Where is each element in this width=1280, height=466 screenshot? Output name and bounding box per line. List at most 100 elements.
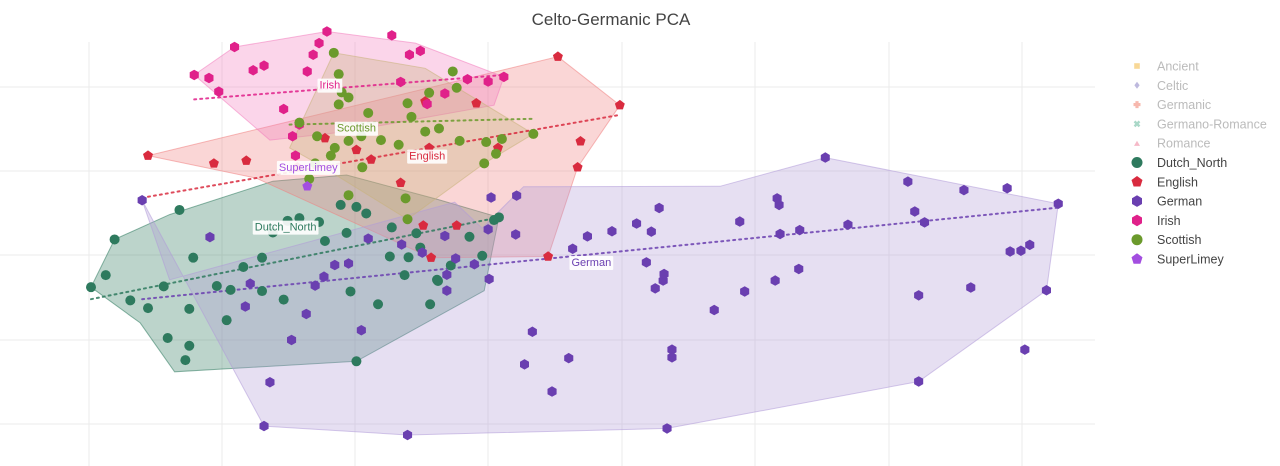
legend-label-celtic: Celtic <box>1157 79 1188 93</box>
legend-item-germanic[interactable]: Germanic <box>1133 98 1212 112</box>
trend-line-irish <box>193 73 505 101</box>
point-german-50 <box>795 224 805 236</box>
series-english <box>143 51 625 262</box>
point-dutch-north-30 <box>278 294 289 305</box>
cluster-label-text: Irish <box>319 80 340 92</box>
point-irish-6 <box>302 66 312 77</box>
point-german-15 <box>403 429 413 441</box>
point-dutch-north-9 <box>184 340 195 351</box>
point-scottish-24 <box>528 128 539 139</box>
point-scottish-26 <box>304 173 315 184</box>
legend-label-germano-romance: Germano-Romance <box>1157 117 1267 131</box>
point-english-1 <box>208 158 219 168</box>
cluster-label-text: German <box>571 257 611 269</box>
point-german-4 <box>259 420 269 432</box>
legend-item-dutch-north[interactable]: Dutch_North <box>1131 156 1228 170</box>
convex-hulls <box>90 30 1059 436</box>
point-german-30 <box>564 352 574 364</box>
cluster-label-text: English <box>409 151 445 163</box>
point-scottish-10 <box>333 99 344 110</box>
point-dutch-north-15 <box>238 261 249 272</box>
cluster-label-bg <box>276 160 341 175</box>
point-dutch-north-41 <box>425 299 436 310</box>
point-scottish-0 <box>328 47 339 58</box>
point-english-7 <box>395 177 406 187</box>
point-german-24 <box>511 229 521 240</box>
point-german-35 <box>646 226 656 237</box>
point-scottish-23 <box>496 133 507 144</box>
point-irish-20 <box>290 150 300 161</box>
point-irish-4 <box>248 65 258 76</box>
point-dutch-north-11 <box>188 252 199 263</box>
legend[interactable]: Ancient Celtic Germanic Germano-Romance Roma… <box>1131 60 1267 267</box>
point-german-17 <box>442 285 452 296</box>
legend-marker-romance <box>1134 140 1140 146</box>
point-german-49 <box>775 228 785 240</box>
point-scottish-27 <box>343 190 354 201</box>
point-english-17 <box>575 136 586 146</box>
point-dutch-north-1 <box>100 270 111 281</box>
point-scottish-9 <box>451 82 462 93</box>
point-english-6 <box>366 154 377 164</box>
point-dutch-north-26 <box>361 208 372 219</box>
legend-item-superlimey[interactable]: SuperLimey <box>1131 253 1225 267</box>
legend-item-english[interactable]: English <box>1131 175 1199 189</box>
point-german-68 <box>794 263 804 275</box>
legend-marker-ancient <box>1134 63 1140 69</box>
point-german-64 <box>1053 198 1063 209</box>
hull-german <box>141 157 1059 436</box>
point-irish-18 <box>499 71 509 83</box>
legend-item-irish[interactable]: Irish <box>1132 214 1181 228</box>
point-german-36 <box>641 257 651 268</box>
point-dutch-north-42 <box>384 251 395 262</box>
legend-item-ancient[interactable]: Ancient <box>1134 60 1199 74</box>
point-german-7 <box>301 308 311 320</box>
point-german-59 <box>1002 183 1012 194</box>
point-german-42 <box>650 283 660 294</box>
point-german-52 <box>843 219 853 230</box>
legend-marker-superlimey <box>1131 253 1143 264</box>
point-irish-0 <box>189 69 199 81</box>
point-german-62 <box>1041 285 1051 296</box>
point-dutch-north-29 <box>319 236 330 246</box>
cluster-label-bg <box>407 149 448 164</box>
point-german-25 <box>520 359 529 370</box>
cluster-labels: Dutch_North English German Irish Scottish Sup… <box>252 78 614 270</box>
legend-label-superlimey: SuperLimey <box>1157 253 1224 267</box>
point-german-57 <box>920 217 930 228</box>
point-scottish-32 <box>400 193 411 204</box>
point-english-14 <box>426 252 437 262</box>
point-german-23 <box>486 192 496 203</box>
point-dutch-north-21 <box>341 227 352 238</box>
point-german-1 <box>205 231 215 243</box>
point-scottish-20 <box>454 135 465 146</box>
legend-marker-irish <box>1132 214 1142 227</box>
legend-marker-dutch-north <box>1131 157 1143 168</box>
point-german-66 <box>966 282 976 293</box>
legend-item-romance[interactable]: Romance <box>1134 137 1211 151</box>
point-german-26 <box>484 273 494 285</box>
point-german-61 <box>1016 245 1026 256</box>
point-dutch-north-4 <box>174 204 185 215</box>
legend-item-scottish[interactable]: Scottish <box>1131 233 1202 247</box>
point-dutch-north-19 <box>294 213 305 224</box>
legend-item-germano-romance[interactable]: Germano-Romance <box>1132 117 1267 131</box>
point-english-8 <box>418 220 429 230</box>
point-dutch-north-24 <box>403 252 414 263</box>
point-german-32 <box>582 231 592 242</box>
cluster-label-text: Scottish <box>337 123 376 135</box>
point-german-10 <box>330 259 340 271</box>
point-german-37 <box>654 202 664 214</box>
hull-dutch-north <box>90 174 500 373</box>
legend-item-german[interactable]: German <box>1132 195 1202 209</box>
legend-item-celtic[interactable]: Celtic <box>1134 79 1188 93</box>
point-scottish-4 <box>363 107 374 118</box>
trend-line-english <box>147 113 621 198</box>
point-german-14 <box>397 239 407 250</box>
chart-title: Celto-Germanic PCA <box>532 10 691 29</box>
point-german-43 <box>659 268 669 280</box>
point-irish-21 <box>279 103 289 115</box>
point-german-12 <box>344 258 354 269</box>
point-german-39 <box>662 423 672 434</box>
point-english-9 <box>451 220 462 230</box>
